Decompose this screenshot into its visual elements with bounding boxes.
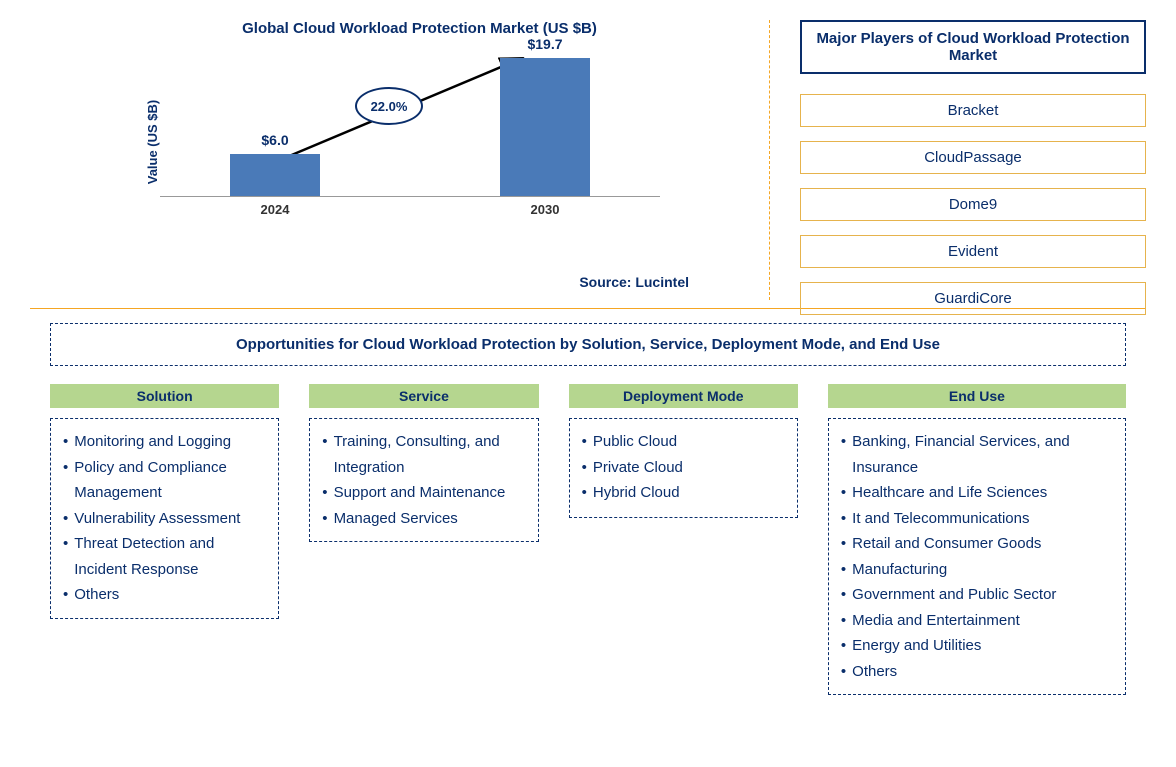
- list-item: Private Cloud: [582, 455, 785, 481]
- players-list: Bracket CloudPassage Dome9 Evident GuardiCor…: [800, 94, 1146, 315]
- list-item: Manufacturing: [841, 557, 1113, 583]
- opportunities-title: Opportunities for Cloud Workload Protect…: [50, 323, 1126, 366]
- list-item: Monitoring and Logging: [63, 429, 266, 455]
- column-body: Monitoring and LoggingPolicy and Complia…: [50, 418, 279, 619]
- source-label: Source: Lucintel: [579, 274, 689, 290]
- player-item: Evident: [800, 235, 1146, 268]
- chart-panel: Global Cloud Workload Protection Market …: [30, 20, 770, 300]
- list-item: Support and Maintenance: [322, 480, 525, 506]
- list-item: Threat Detection and Incident Response: [63, 531, 266, 582]
- column-body: Training, Consulting, and IntegrationSup…: [309, 418, 538, 542]
- chart-bar: $6.0: [230, 154, 320, 196]
- list-item: Managed Services: [322, 506, 525, 532]
- column-header: Deployment Mode: [569, 384, 798, 408]
- players-panel: Major Players of Cloud Workload Protecti…: [770, 20, 1146, 300]
- list-item: Banking, Financial Services, and Insuran…: [841, 429, 1113, 480]
- list-item: Policy and Compliance Management: [63, 455, 266, 506]
- list-item: Others: [63, 582, 266, 608]
- opportunity-column: Service Training, Consulting, and Integra…: [309, 384, 538, 542]
- column-body: Public CloudPrivate CloudHybrid Cloud: [569, 418, 798, 518]
- list-item: Healthcare and Life Sciences: [841, 480, 1113, 506]
- list-item: Energy and Utilities: [841, 633, 1113, 659]
- player-item: Bracket: [800, 94, 1146, 127]
- list-item: Vulnerability Assessment: [63, 506, 266, 532]
- opportunity-column: Solution Monitoring and LoggingPolicy and…: [50, 384, 279, 619]
- x-tick-label: 2024: [230, 202, 320, 217]
- top-section: Global Cloud Workload Protection Market …: [30, 10, 1146, 300]
- list-item: Retail and Consumer Goods: [841, 531, 1113, 557]
- column-body: Banking, Financial Services, and Insuran…: [828, 418, 1126, 695]
- player-item: CloudPassage: [800, 141, 1146, 174]
- chart-bar: $19.7: [500, 58, 590, 196]
- column-header: Service: [309, 384, 538, 408]
- opportunity-column: End Use Banking, Financial Services, and …: [828, 384, 1126, 695]
- opportunity-column: Deployment Mode Public CloudPrivate Cloud…: [569, 384, 798, 518]
- x-tick-label: 2030: [500, 202, 590, 217]
- list-item: Government and Public Sector: [841, 582, 1113, 608]
- y-axis-label: Value (US $B): [145, 100, 160, 185]
- list-item: Media and Entertainment: [841, 608, 1113, 634]
- chart-body: Value (US $B) 22.0% $6.02024$19.72030: [160, 57, 660, 227]
- list-item: Public Cloud: [582, 429, 785, 455]
- list-item: It and Telecommunications: [841, 506, 1113, 532]
- column-header: End Use: [828, 384, 1126, 408]
- cagr-value: 22.0%: [371, 99, 408, 114]
- cagr-bubble: 22.0%: [355, 87, 423, 125]
- column-header: Solution: [50, 384, 279, 408]
- list-item: Hybrid Cloud: [582, 480, 785, 506]
- player-item: GuardiCore: [800, 282, 1146, 315]
- list-item: Training, Consulting, and Integration: [322, 429, 525, 480]
- players-title: Major Players of Cloud Workload Protecti…: [800, 20, 1146, 74]
- chart-title: Global Cloud Workload Protection Market …: [90, 20, 749, 37]
- bar-value-label: $19.7: [527, 36, 562, 52]
- list-item: Others: [841, 659, 1113, 685]
- opportunities-columns: Solution Monitoring and LoggingPolicy and…: [30, 384, 1146, 695]
- chart-plot: 22.0% $6.02024$19.72030: [160, 57, 660, 197]
- bar-value-label: $6.0: [261, 132, 288, 148]
- player-item: Dome9: [800, 188, 1146, 221]
